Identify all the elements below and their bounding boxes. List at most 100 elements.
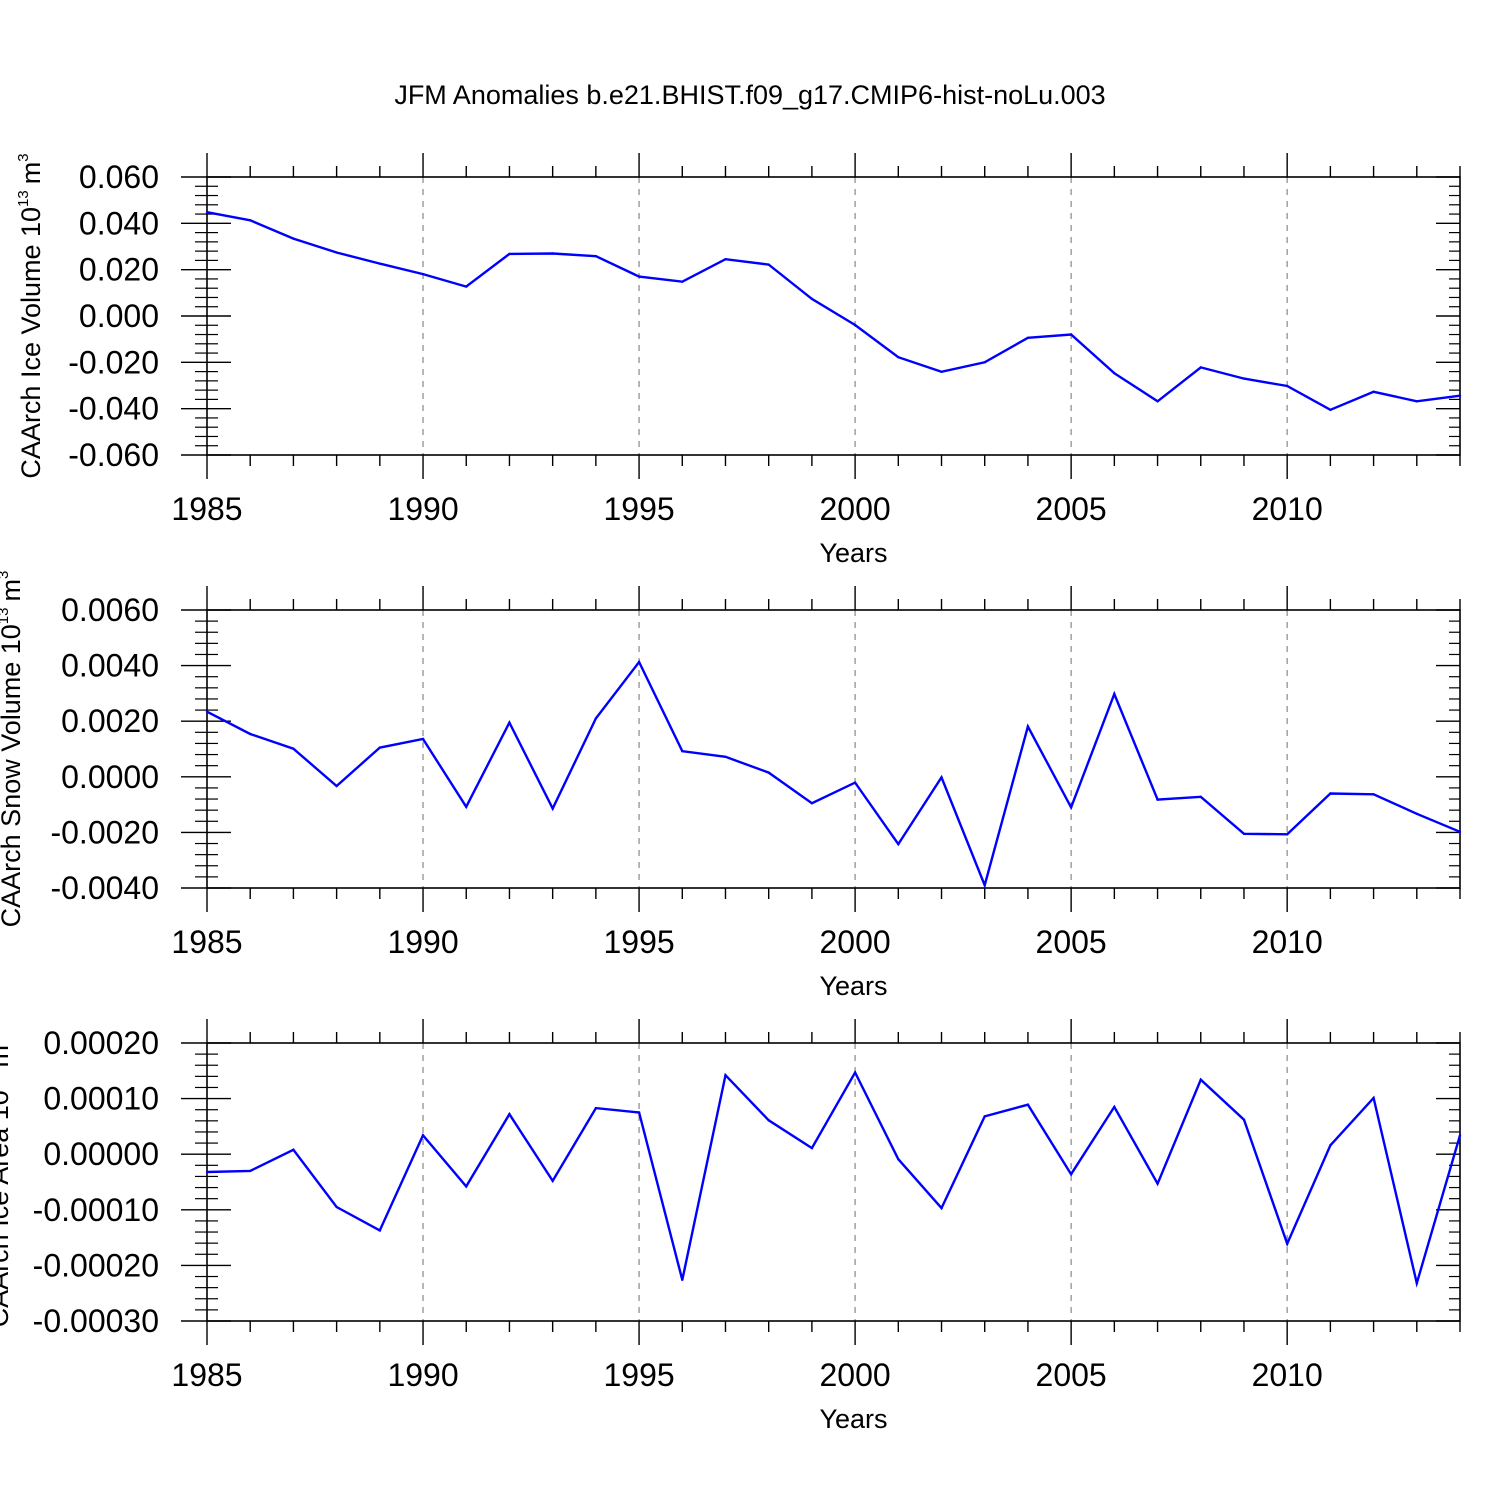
data-point — [983, 361, 986, 364]
x-tick-label: 2000 — [820, 1357, 891, 1393]
data-point — [465, 805, 468, 809]
series-line — [206, 1069, 1462, 1288]
data-point — [724, 1074, 727, 1077]
data-point — [335, 1205, 338, 1209]
x-tick-label: 2000 — [820, 491, 891, 527]
y-tick-label: -0.060 — [68, 437, 159, 473]
x-tick-label: 1985 — [171, 1357, 242, 1393]
data-point — [940, 776, 943, 779]
data-point — [1069, 333, 1073, 336]
data-point — [853, 323, 857, 327]
y-tick-label: -0.00010 — [33, 1192, 159, 1228]
data-point — [1285, 833, 1289, 836]
data-point — [1372, 793, 1375, 796]
data-point — [508, 1112, 511, 1116]
data-point — [897, 356, 900, 359]
data-point — [1026, 725, 1030, 728]
data-point — [249, 1169, 252, 1173]
x-tick-label: 2010 — [1252, 1357, 1323, 1393]
chart-panel-1: 1985 1990 1995 2000 2005 2010 Years 0.060 0.040 0… — [15, 153, 1462, 568]
y-axis-label-exponent: 13 — [0, 607, 12, 624]
x-tick-label: 2005 — [1036, 491, 1107, 527]
y-tick-label: -0.0040 — [50, 870, 159, 906]
data-point — [551, 807, 554, 810]
data-point — [1329, 1144, 1332, 1147]
data-point — [637, 660, 641, 664]
x-tick-label: 1990 — [387, 1357, 458, 1393]
data-point — [292, 747, 295, 750]
data-point — [1415, 400, 1418, 403]
data-point — [1156, 1182, 1159, 1185]
plot-frame — [206, 176, 1461, 456]
y-tick-label: 0.060 — [79, 159, 159, 195]
data-point — [1415, 812, 1418, 815]
data-point — [1026, 336, 1030, 339]
y-tick-label: -0.040 — [68, 391, 159, 427]
x-tick-label: 1990 — [387, 491, 458, 527]
data-point — [1329, 408, 1332, 412]
data-point — [378, 262, 382, 265]
figure-title: JFM Anomalies b.e21.BHIST.f09_g17.CMIP6-… — [394, 80, 1105, 110]
data-point — [249, 219, 252, 222]
data-point — [681, 1278, 684, 1282]
data-point — [767, 263, 770, 266]
y-tick-label: 0.0040 — [61, 648, 159, 684]
data-point — [1026, 1103, 1030, 1106]
data-point — [594, 1106, 598, 1110]
data-point — [1458, 830, 1462, 834]
data-point — [421, 737, 425, 741]
data-point — [292, 1148, 295, 1151]
y-axis-label-unit: m — [0, 1045, 14, 1068]
data-point — [681, 280, 684, 283]
data-point — [940, 370, 943, 374]
y-tick-label: -0.00020 — [33, 1247, 159, 1283]
data-point — [508, 252, 511, 256]
data-point — [810, 1146, 814, 1150]
data-point — [724, 755, 727, 758]
data-point — [249, 732, 252, 736]
x-axis-label: Years — [819, 538, 887, 568]
data-point — [897, 1158, 900, 1161]
data-point — [810, 297, 814, 301]
y-tick-label: -0.0020 — [50, 814, 159, 850]
chart-panel-3: 1985 1990 1995 2000 2005 2010 Years 0.00020 0.00… — [0, 1019, 1462, 1434]
y-tick-label: 0.00020 — [43, 1025, 159, 1061]
data-point — [421, 1134, 425, 1137]
series-line — [206, 211, 1461, 412]
data-point — [983, 884, 986, 887]
y-axis-label: CAArch Ice Volume 1013 m3 — [15, 153, 46, 478]
y-axis-label-text: CAArch Ice Volume 10 — [16, 207, 46, 479]
data-point — [1156, 400, 1159, 403]
x-tick-label: 1985 — [171, 491, 242, 527]
data-point — [724, 258, 727, 261]
data-point — [465, 285, 468, 288]
x-tick-label: 2010 — [1252, 491, 1323, 527]
data-point — [983, 1115, 986, 1118]
y-tick-label: 0.020 — [79, 252, 159, 288]
y-tick-label: 0.0060 — [61, 592, 159, 628]
data-point — [421, 272, 425, 276]
data-point — [767, 771, 770, 774]
plot-frame — [206, 609, 1461, 889]
data-point — [1242, 377, 1246, 380]
y-tick-label: 0.0000 — [61, 759, 159, 795]
data-point — [1069, 1173, 1073, 1176]
data-point — [1242, 832, 1246, 835]
data-point — [378, 746, 382, 749]
data-point — [1329, 792, 1332, 795]
y-axis-label-text: CAArch Ice Area 10 — [0, 1090, 14, 1327]
data-point — [594, 255, 598, 258]
data-point — [378, 1229, 382, 1232]
y-axis-label-text: CAArch Snow Volume 10 — [0, 624, 26, 927]
series-line — [206, 659, 1461, 889]
data-point — [508, 721, 511, 724]
x-axis-label: Years — [819, 1404, 887, 1434]
plot-frame — [206, 1042, 1461, 1322]
data-point — [810, 802, 814, 805]
data-point — [681, 750, 684, 753]
y-tick-label: 0.040 — [79, 205, 159, 241]
y-tick-label: 0.000 — [79, 298, 159, 334]
data-point — [897, 842, 900, 846]
data-point — [1199, 366, 1202, 369]
